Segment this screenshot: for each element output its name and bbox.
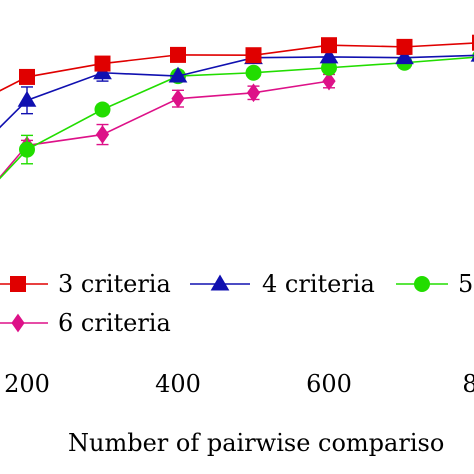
series-1-point-6 [321, 37, 337, 54]
series-4-point-3 [95, 125, 110, 144]
series-3-point-3 [94, 101, 111, 118]
series-1-point-2 [19, 68, 35, 85]
series-3-line [0, 56, 474, 180]
series-4-line [0, 80, 330, 179]
legend-entry-2: 4 criteria [190, 270, 375, 298]
x-tick-label-600: 600 [306, 370, 352, 398]
legend-marker [414, 276, 430, 292]
series-1-point-3 [94, 55, 111, 72]
series-2-point-8 [470, 55, 474, 62]
series-4-point-5 [246, 83, 261, 103]
series-1 [0, 34, 474, 92]
legend: 3 criteria 4 criteria 5 6 criteria [0, 270, 473, 337]
series-1-point-5 [245, 47, 262, 64]
x-tick-label-400: 400 [155, 370, 201, 398]
legend-marker [10, 276, 26, 292]
x-tick-label-200: 200 [4, 370, 50, 398]
x-tick-label-800: 8 [462, 370, 474, 398]
series-2 [0, 47, 474, 129]
series-3 [0, 51, 474, 180]
series-1-line [0, 42, 474, 92]
series-2-line [0, 54, 474, 129]
series-4-point-4 [171, 89, 185, 109]
plot-area [0, 34, 474, 180]
series-3-point-2 [19, 141, 35, 158]
x-axis: 200 400 600 8 Number of pairwise compari… [4, 370, 474, 457]
series-1-point-4 [170, 46, 186, 63]
legend-entry-3: 5 [396, 270, 473, 298]
series-2-point-7 [395, 48, 414, 65]
series-1-point-8 [472, 34, 474, 51]
series-1-point-7 [396, 38, 413, 55]
legend-label: 6 criteria [58, 309, 171, 337]
series-2-point-2 [17, 90, 37, 107]
legend-marker [210, 274, 230, 291]
legend-label: 5 [458, 270, 473, 298]
series-4-point-6 [322, 71, 336, 91]
legend-marker [11, 313, 25, 333]
legend-entry-4: 6 criteria [0, 309, 171, 337]
legend-entry-1: 3 criteria [0, 270, 171, 298]
series-2-point-4 [168, 66, 188, 83]
series-2-point-6 [319, 47, 339, 64]
legend-label: 4 criteria [262, 270, 375, 298]
legend-label: 3 criteria [58, 270, 171, 298]
x-axis-label: Number of pairwise compariso [68, 429, 444, 457]
series-3-point-5 [245, 64, 262, 81]
